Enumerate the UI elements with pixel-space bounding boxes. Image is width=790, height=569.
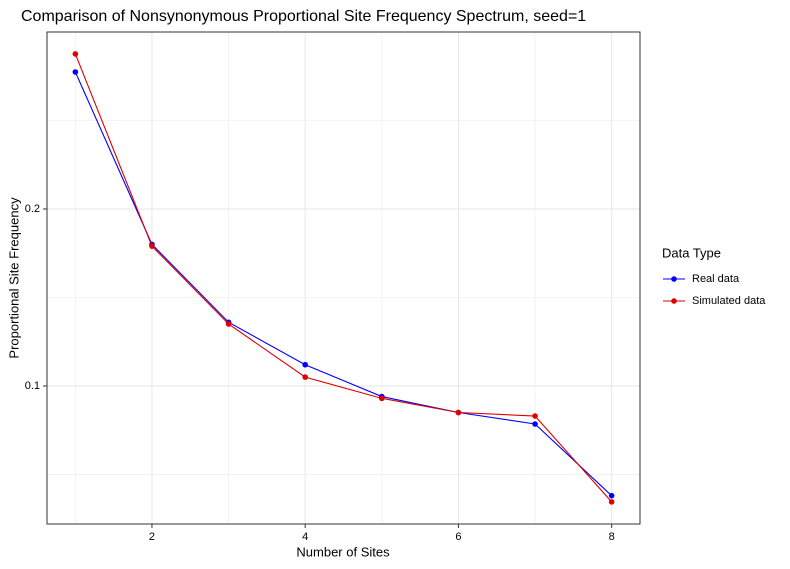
data-point	[608, 499, 615, 505]
legend-title: Data Type	[662, 245, 721, 260]
legend-label: Simulated data	[692, 295, 766, 307]
x-axis-label: Number of Sites	[296, 544, 390, 559]
data-point	[72, 69, 79, 75]
data-point	[72, 51, 79, 57]
data-point	[302, 361, 308, 368]
y-axis-label: Proportional Site Frequency	[6, 197, 21, 359]
data-point	[302, 374, 308, 380]
x-tick-label: 6	[455, 531, 461, 543]
plot-border	[46, 31, 641, 525]
legend-label: Real data	[692, 273, 740, 285]
chart-title: Comparison of Nonsynonymous Proportional…	[21, 8, 586, 25]
data-point	[608, 492, 615, 499]
y-tick-label: 0.1	[25, 380, 40, 392]
data-point	[379, 395, 385, 402]
y-tick-label: 0.2	[25, 203, 40, 215]
x-tick-label: 4	[302, 531, 308, 543]
data-point	[532, 413, 538, 419]
data-point	[532, 421, 538, 427]
series-line	[74, 53, 613, 503]
legend-marker	[671, 298, 677, 304]
x-tick-label: 2	[149, 531, 155, 543]
legend-marker	[671, 276, 677, 282]
x-tick-label: 8	[609, 531, 615, 543]
data-point	[225, 321, 232, 327]
data-point	[455, 409, 462, 416]
data-point	[149, 243, 155, 249]
series-line	[74, 71, 613, 497]
